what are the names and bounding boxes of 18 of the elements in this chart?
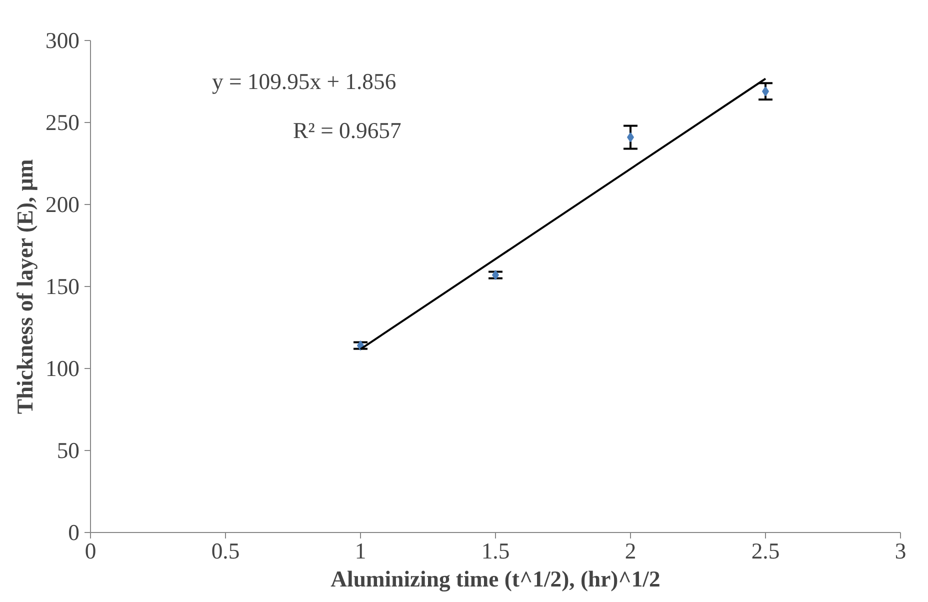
x-tick-label: 0.5	[211, 538, 240, 564]
y-axis-title: Thickness of layer (E), µm	[12, 159, 38, 414]
annotation: R² = 0.9657	[293, 118, 402, 144]
y-tick-label: 300	[46, 28, 80, 53]
y-tick-label: 250	[46, 110, 80, 135]
x-tick-label: 0	[84, 538, 96, 564]
y-tick-label: 100	[46, 356, 80, 381]
x-tick-label: 2.5	[751, 538, 780, 564]
y-tick-label: 200	[46, 192, 80, 217]
annotation: y = 109.95x + 1.856	[212, 69, 396, 94]
x-tick-label: 3	[894, 538, 906, 564]
x-tick-label: 2	[624, 538, 636, 564]
y-tick-label: 150	[46, 274, 80, 299]
x-axis-title: Aluminizing time (t^1/2), (hr)^1/2	[330, 566, 660, 592]
y-tick-label: 50	[56, 438, 80, 463]
y-tick-label: 0	[68, 520, 80, 545]
x-tick-label: 1.5	[481, 538, 510, 564]
x-tick-label: 1	[354, 538, 366, 564]
